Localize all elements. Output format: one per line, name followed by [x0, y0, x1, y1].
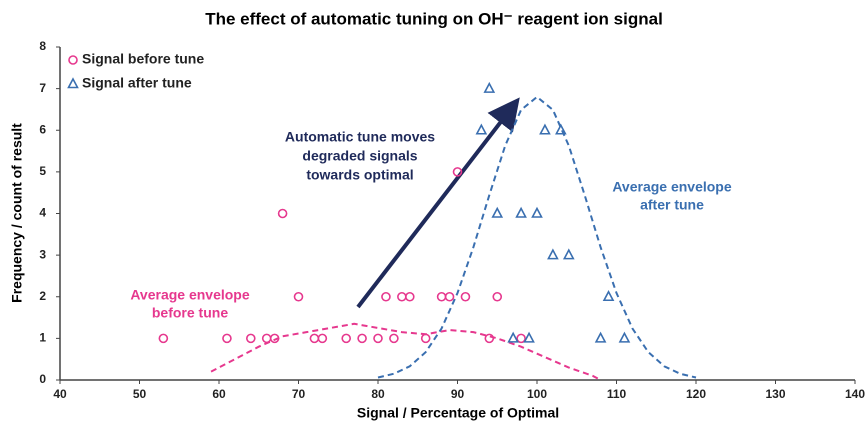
y-tick-label: 1: [39, 331, 46, 345]
point: [562, 248, 575, 260]
legend-label: Signal after tune: [82, 75, 192, 91]
point: [492, 291, 503, 302]
point: [420, 333, 431, 344]
point: [452, 167, 463, 177]
point: [484, 333, 495, 344]
envelope-label: Average envelope: [612, 179, 732, 195]
point: [547, 248, 559, 260]
envelope-label: before tune: [152, 305, 228, 321]
point: [357, 333, 367, 344]
point: [594, 331, 607, 343]
point: [404, 291, 415, 302]
x-tick-label: 130: [765, 387, 785, 401]
y-tick-label: 0: [39, 372, 46, 386]
x-tick-label: 100: [527, 387, 547, 401]
point: [531, 206, 543, 218]
point: [158, 333, 169, 344]
arrow-annotation: degraded signals: [302, 148, 417, 164]
point: [269, 333, 280, 344]
point: [618, 331, 631, 343]
chart-title: The effect of automatic tuning on OH⁻ re…: [205, 9, 663, 28]
point: [602, 290, 615, 302]
x-tick-label: 70: [292, 387, 306, 401]
x-tick-label: 120: [686, 387, 706, 401]
y-tick-label: 6: [39, 122, 46, 136]
x-tick-label: 110: [607, 387, 627, 401]
point: [397, 291, 407, 302]
arrow: [356, 97, 520, 309]
legend-marker: [67, 77, 79, 89]
y-axis-label: Frequency / count of result: [9, 123, 25, 303]
point: [483, 81, 496, 93]
legend-label: Signal before tune: [82, 51, 204, 67]
point: [444, 291, 455, 302]
point: [389, 333, 399, 344]
point: [277, 208, 288, 219]
point: [491, 206, 504, 218]
y-tick-label: 2: [39, 289, 46, 303]
x-tick-label: 40: [53, 387, 67, 401]
point: [373, 333, 383, 344]
point: [475, 123, 488, 135]
y-tick-label: 8: [39, 39, 46, 53]
arrow-annotation: towards optimal: [306, 167, 413, 183]
point: [539, 123, 551, 135]
point: [436, 291, 447, 302]
x-tick-label: 50: [133, 387, 147, 401]
x-tick-label: 140: [845, 387, 865, 401]
point: [261, 333, 272, 344]
y-tick-label: 3: [39, 247, 46, 261]
point: [523, 331, 535, 343]
envelope-line: [210, 322, 602, 381]
envelope-label: Average envelope: [130, 287, 250, 303]
point: [293, 291, 304, 302]
x-tick-label: 90: [451, 387, 465, 401]
y-tick-label: 7: [39, 81, 46, 95]
point: [341, 333, 352, 344]
legend-marker: [68, 55, 78, 65]
arrow-annotation: Automatic tune moves: [285, 129, 435, 145]
y-tick-label: 4: [39, 206, 46, 220]
y-tick-label: 5: [39, 164, 46, 178]
envelope-line: [377, 95, 697, 379]
point: [309, 333, 320, 344]
x-tick-label: 80: [371, 387, 385, 401]
point: [381, 291, 391, 302]
point: [515, 206, 527, 218]
point: [246, 333, 256, 344]
point: [317, 333, 328, 344]
x-tick-label: 60: [212, 387, 226, 401]
x-axis-label: Signal / Percentage of Optimal: [357, 405, 559, 421]
point: [507, 331, 519, 343]
point: [516, 333, 526, 344]
envelope-label: after tune: [640, 197, 704, 213]
point: [460, 291, 471, 302]
point: [222, 333, 232, 344]
point: [555, 123, 567, 135]
